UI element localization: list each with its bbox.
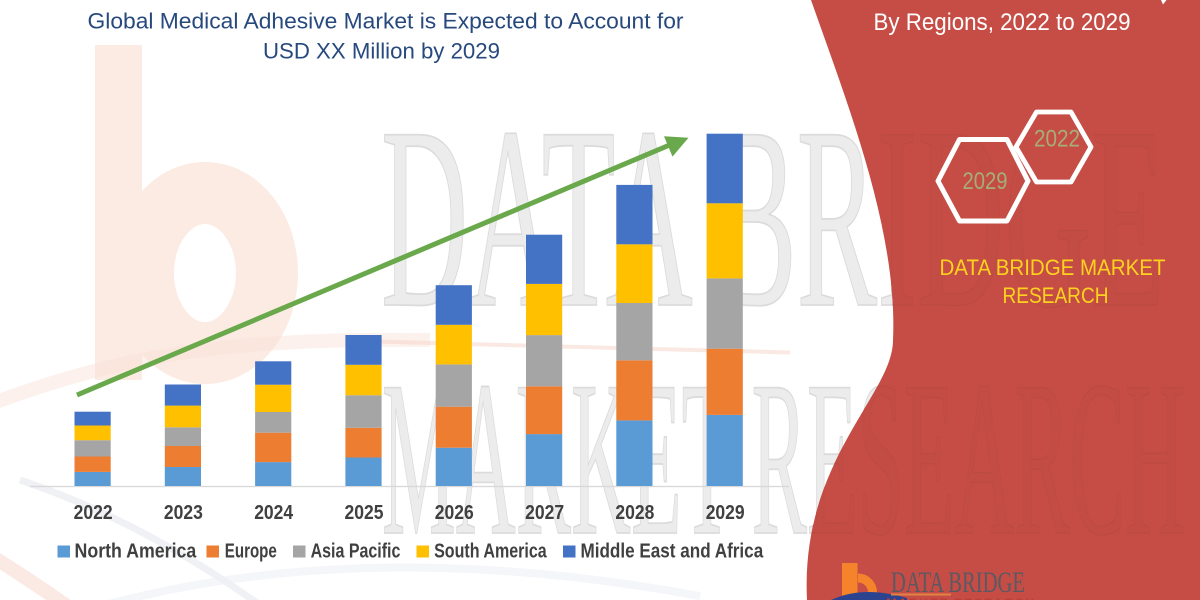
svg-text:Global Medical Adhesive Market: Global Medical Adhesive Market is Expect… [88, 9, 684, 34]
svg-text:2027: 2027 [525, 502, 564, 524]
svg-text:Middle East and Africa: Middle East and Africa [581, 541, 764, 563]
svg-text:2024: 2024 [254, 502, 294, 524]
svg-text:North America: North America [75, 541, 198, 563]
svg-text:RESEARCH: RESEARCH [1003, 283, 1109, 308]
svg-text:DATA BRIDGE MARKET: DATA BRIDGE MARKET [940, 255, 1166, 280]
svg-text:2022: 2022 [74, 502, 113, 524]
svg-text:2022: 2022 [1034, 125, 1080, 152]
svg-text:2026: 2026 [435, 502, 474, 524]
svg-text:2025: 2025 [345, 502, 384, 524]
svg-text:Europe: Europe [225, 541, 277, 563]
svg-text:2029: 2029 [963, 168, 1008, 195]
svg-text:USD XX Million by 2029: USD XX Million by 2029 [263, 39, 500, 64]
svg-text:2028: 2028 [615, 502, 654, 524]
svg-text:2029: 2029 [706, 502, 745, 524]
svg-text:MARKET RESEARCH: MARKET RESEARCH [886, 597, 1036, 600]
svg-text:2023: 2023 [164, 502, 203, 524]
svg-text:South America: South America [434, 541, 547, 563]
svg-text:By Regions, 2022 to 2029: By Regions, 2022 to 2029 [874, 9, 1131, 36]
svg-text:Asia Pacific: Asia Pacific [311, 541, 401, 563]
